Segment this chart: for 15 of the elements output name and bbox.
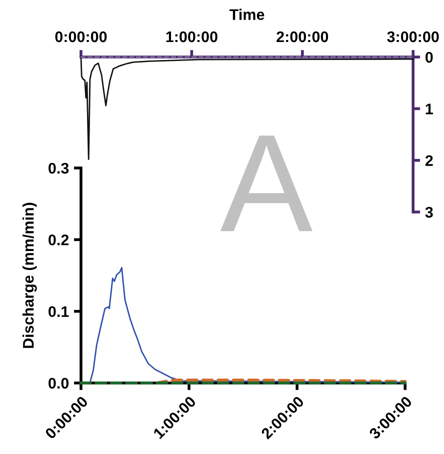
x-tick-label: 3:00:00 [387, 31, 439, 42]
y-tick-label: 1 [426, 104, 433, 114]
y-axis-title: Discharge (mm/min) [22, 202, 37, 348]
y-tick-label: 0.3 [48, 162, 69, 174]
x-tick-label: 2:00:00 [276, 31, 328, 42]
y-tick-label: 3 [425, 206, 433, 218]
y-tick-label: 0.2 [48, 234, 69, 246]
y-tick-label: 0.1 [48, 306, 69, 318]
x-axis-title: Time [230, 8, 264, 20]
y-tick-label: 2 [425, 155, 433, 166]
annotation: A [220, 136, 312, 232]
x-tick-label: 0:00:00 [55, 31, 107, 42]
y-tick-label: 0 [426, 52, 433, 63]
x-tick-label: 1:00:00 [166, 31, 218, 42]
y-tick-label: 0.0 [48, 378, 69, 389]
